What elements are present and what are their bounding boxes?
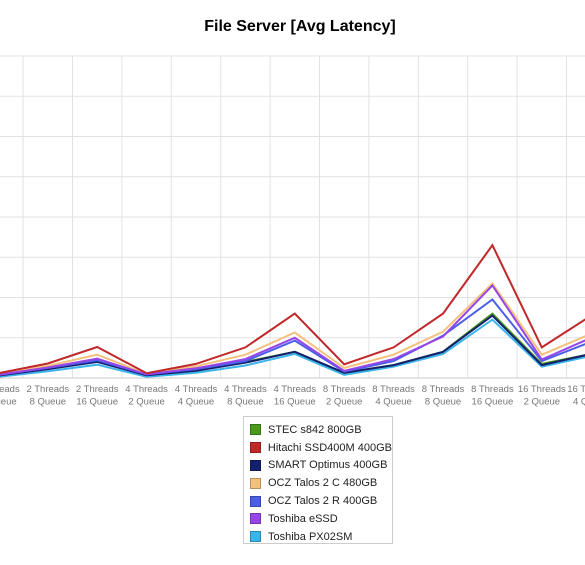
x-tick-label: 8 Threads 8 Queue <box>422 384 465 408</box>
x-tick-label: 8 Threads 4 Queue <box>372 384 415 408</box>
legend-swatch <box>250 495 261 507</box>
legend: STEC s842 800GB Hitachi SSD400M 400GB SMAR… <box>243 416 393 544</box>
series-line-smart-optimus-400gb <box>0 314 585 377</box>
series-line-toshiba-px02sm <box>0 318 585 378</box>
legend-swatch <box>250 442 261 454</box>
legend-swatch <box>250 477 261 489</box>
legend-label: Toshiba eSSD <box>268 512 338 525</box>
legend-item: STEC s842 800GB <box>250 421 392 439</box>
series-lines <box>0 243 585 378</box>
legend-label: Toshiba PX02SM <box>268 530 353 543</box>
legend-label: STEC s842 800GB <box>268 423 362 436</box>
series-line-ocz-talos-2-r-400gb <box>0 298 585 376</box>
legend-label: Hitachi SSD400M 400GB <box>267 441 392 454</box>
x-tick-label: 4 Threads 2 Queue <box>125 384 168 408</box>
legend-label: SMART Optimus 400GB <box>268 459 388 472</box>
x-tick-label: 8 Threads 2 Queue <box>323 384 366 408</box>
legend-swatch <box>250 513 261 525</box>
chart-title: File Server [Avg Latency] <box>204 18 396 35</box>
legend-label: OCZ Talos 2 C 480GB <box>268 477 378 490</box>
legend-item: SMART Optimus 400GB <box>250 457 392 475</box>
legend-swatch <box>250 459 261 471</box>
legend-item: Toshiba eSSD <box>250 510 392 528</box>
legend-swatch <box>250 531 261 543</box>
x-tick-label: 16 Threads 2 Queue <box>518 384 566 408</box>
x-tick-label: 4 Threads 16 Queue <box>273 384 316 408</box>
x-tick-label: 4 Threads 8 Queue <box>224 384 267 408</box>
series-line-hitachi-ssd400m-400gb <box>0 243 585 375</box>
x-tick-label: 2 Threads 16 Queue <box>76 384 119 408</box>
legend-swatch <box>250 424 261 436</box>
series-line-toshiba-essd <box>0 283 585 376</box>
legend-item: OCZ Talos 2 R 400GB <box>250 492 392 510</box>
grid <box>0 55 585 379</box>
x-tick-label: 8 Threads 16 Queue <box>471 384 514 408</box>
x-tick-label: 4 Threads 4 Queue <box>175 384 218 408</box>
legend-item: Toshiba PX02SM <box>250 528 392 546</box>
legend-item: OCZ Talos 2 C 480GB <box>250 474 392 492</box>
legend-label: OCZ Talos 2 R 400GB <box>268 495 378 508</box>
legend-item: Hitachi SSD400M 400GB <box>250 439 392 457</box>
x-tick-label: 2 Threads 8 Queue <box>26 384 69 408</box>
series-line-ocz-talos-2-c-480gb <box>0 281 585 376</box>
